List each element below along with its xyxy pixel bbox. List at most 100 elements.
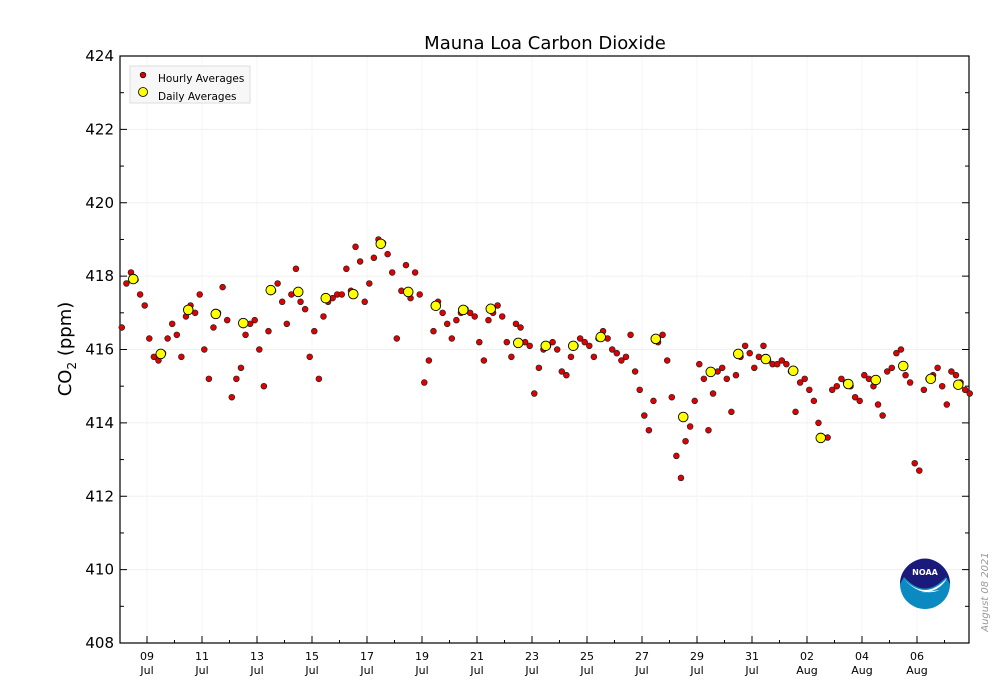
y-label-subscript: 2 xyxy=(65,362,79,370)
daily-point xyxy=(788,365,799,377)
hourly-point xyxy=(311,327,318,335)
hourly-point xyxy=(861,371,868,379)
hourly-point xyxy=(476,338,483,346)
legend-hourly-label: Hourly Averages xyxy=(158,73,244,85)
hourly-point xyxy=(581,338,588,346)
daily-point xyxy=(348,288,359,300)
hourly-point xyxy=(911,459,918,467)
hourly-point xyxy=(425,357,433,364)
daily-point xyxy=(375,238,387,250)
hourly-point xyxy=(343,265,350,273)
hourly-point xyxy=(856,397,863,405)
hourly-point xyxy=(778,357,786,364)
y-label-unit: (ppm) xyxy=(55,302,76,362)
x-tick-label-day: 02 xyxy=(800,650,814,663)
hourly-point xyxy=(888,364,896,372)
hourly-point xyxy=(718,364,726,372)
hourly-point xyxy=(251,316,258,324)
hourly-point xyxy=(893,349,900,357)
hourly-point xyxy=(801,375,808,383)
hourly-point xyxy=(384,250,391,258)
y-tick-label: 424 xyxy=(85,47,114,65)
hourly-point xyxy=(421,379,428,386)
hourly-point xyxy=(164,335,171,342)
x-tick-label-day: 04 xyxy=(855,650,869,663)
daily-point xyxy=(265,284,277,296)
hourly-point xyxy=(966,390,973,397)
y-axis-label: CO2 (ppm) xyxy=(55,302,79,397)
hourly-point xyxy=(485,316,492,324)
hourly-point xyxy=(677,474,685,482)
grid xyxy=(120,55,969,644)
hourly-point xyxy=(746,349,753,357)
x-tick-label-day: 09 xyxy=(140,650,154,663)
hourly-point xyxy=(297,298,304,306)
daily-point xyxy=(843,378,854,390)
daily-point xyxy=(540,340,552,352)
x-tick-label-day: 29 xyxy=(690,650,704,663)
hourly-point xyxy=(682,437,689,445)
x-tick-label-month: Jul xyxy=(359,664,373,677)
legend-daily-label: Daily Averages xyxy=(158,91,237,103)
hourly-point xyxy=(586,342,593,350)
daily-point xyxy=(127,273,139,285)
hourly-point xyxy=(723,375,731,383)
daily-point xyxy=(705,366,717,378)
hourly-point xyxy=(443,320,451,328)
hourly-point xyxy=(265,327,272,335)
hourly-point xyxy=(210,324,217,331)
x-tick-label-day: 25 xyxy=(580,650,594,663)
hourly-point xyxy=(178,353,185,361)
hourly-point xyxy=(448,335,456,342)
hourly-point xyxy=(943,401,951,408)
hourly-point xyxy=(292,265,300,273)
hourly-point xyxy=(352,243,359,251)
hourly-point xyxy=(883,368,891,375)
daily-point xyxy=(430,300,442,312)
hourly-point xyxy=(233,375,240,383)
hourly-point xyxy=(526,342,533,350)
hourly-point xyxy=(168,320,176,328)
hourly-point xyxy=(356,258,364,265)
hourly-point xyxy=(393,335,401,342)
hourly-point xyxy=(141,302,148,309)
hourly-point xyxy=(471,313,478,320)
daily-point xyxy=(898,360,909,372)
hourly-point xyxy=(283,320,291,328)
hourly-point xyxy=(498,313,506,320)
x-tick-label-day: 31 xyxy=(745,650,759,663)
hourly-point xyxy=(123,280,130,287)
hourly-point xyxy=(430,327,437,335)
x-tick-label-day: 27 xyxy=(635,650,649,663)
hourly-point xyxy=(631,368,639,375)
hourly-point xyxy=(503,338,511,346)
daily-point xyxy=(155,348,166,360)
hourly-point xyxy=(480,357,488,364)
hourly-point xyxy=(668,393,676,401)
hourly-point xyxy=(553,346,561,353)
daily-point xyxy=(403,286,414,298)
hourly-point xyxy=(402,261,410,269)
hourly-point xyxy=(622,353,630,361)
hourly-point xyxy=(686,423,694,430)
x-tick-label-day: 17 xyxy=(360,650,374,663)
hourly-point xyxy=(558,368,566,375)
daily-series xyxy=(127,238,964,444)
hourly-point xyxy=(815,419,822,427)
daily-point xyxy=(293,286,304,298)
y-tick-label: 420 xyxy=(85,194,114,212)
chart-title: Mauna Loa Carbon Dioxide xyxy=(424,33,666,54)
hourly-point xyxy=(906,379,914,386)
hourly-point xyxy=(118,324,126,331)
x-tick-label-month: Aug xyxy=(851,664,872,677)
hourly-point xyxy=(567,353,575,361)
hourly-point xyxy=(828,386,836,394)
hourly-point xyxy=(453,316,460,324)
x-tick-label-day: 21 xyxy=(470,650,484,663)
hourly-point xyxy=(535,364,543,372)
hourly-point xyxy=(806,386,813,394)
noaa-logo: NOAA xyxy=(900,558,950,609)
hourly-point xyxy=(696,360,703,368)
hourly-point xyxy=(219,283,226,291)
